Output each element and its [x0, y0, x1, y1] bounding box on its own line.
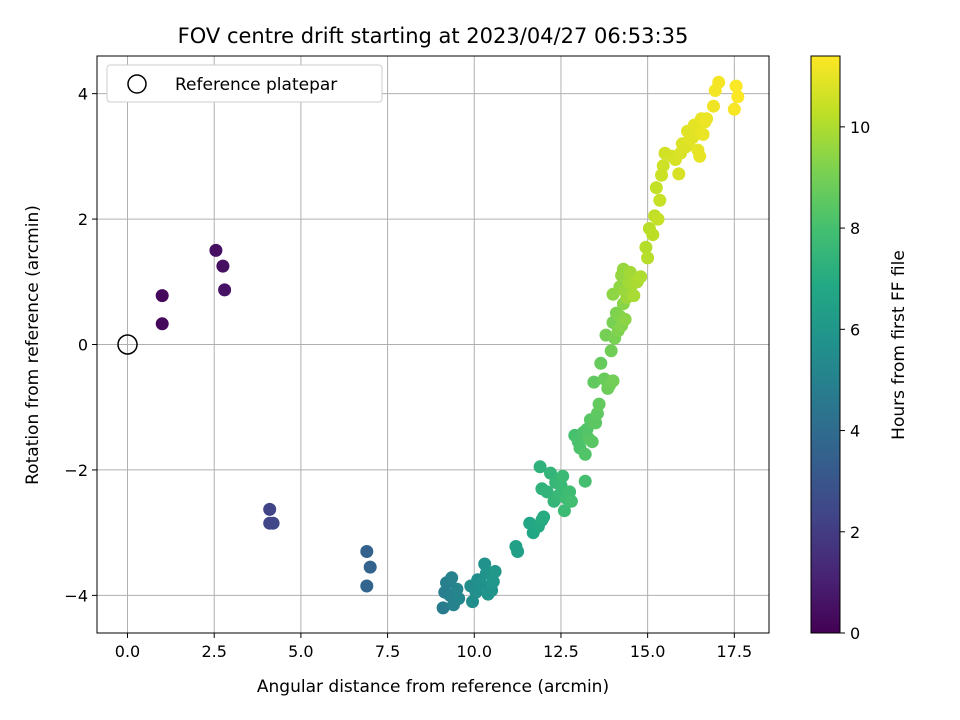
x-tick-label: 17.5 — [717, 642, 753, 661]
data-point — [646, 228, 660, 242]
data-point — [672, 167, 686, 181]
data-point — [656, 159, 670, 173]
data-point — [700, 112, 714, 126]
data-point — [445, 571, 459, 585]
data-point — [585, 435, 599, 449]
data-point — [651, 212, 665, 226]
data-point — [639, 240, 653, 254]
x-tick-label: 15.0 — [630, 642, 666, 661]
colorbar-tick-label: 6 — [850, 320, 860, 339]
y-axis-label: Rotation from reference (arcmin) — [23, 205, 43, 485]
data-point — [727, 102, 741, 116]
data-point — [696, 127, 710, 141]
grid — [97, 56, 769, 633]
data-point — [155, 289, 169, 303]
x-tick-label: 0.0 — [115, 642, 140, 661]
data-point — [218, 283, 232, 297]
colorbar-label: Hours from first FF file — [889, 250, 909, 440]
x-axis-label: Angular distance from reference (arcmin) — [257, 677, 609, 697]
legend: Reference platepar — [106, 64, 383, 103]
data-points — [155, 75, 745, 615]
legend-marker-reference — [127, 74, 147, 94]
data-point — [653, 193, 667, 207]
colorbar-ticks: 0 2 4 6 8 10 — [840, 118, 870, 643]
data-point — [474, 577, 488, 591]
x-axis-ticks: 0.0 2.5 5.0 7.5 10.0 12.5 15.0 17.5 — [115, 633, 752, 661]
data-point — [578, 447, 592, 461]
data-point — [511, 545, 525, 558]
data-point — [564, 494, 578, 508]
data-point — [623, 265, 637, 279]
y-tick-label: −2 — [64, 461, 88, 480]
data-point — [360, 579, 374, 593]
data-point — [729, 79, 743, 93]
data-point — [707, 99, 720, 113]
y-tick-label: 0 — [78, 336, 88, 355]
x-tick-label: 10.0 — [456, 642, 492, 661]
reference-platepar-marker — [117, 334, 138, 355]
data-point — [360, 545, 374, 558]
data-point — [533, 460, 547, 474]
chart-title: FOV centre drift starting at 2023/04/27 … — [178, 24, 689, 48]
data-point — [649, 181, 663, 195]
legend-entry-reference: Reference platepar — [175, 75, 337, 95]
x-tick-label: 12.5 — [543, 642, 579, 661]
data-point — [537, 510, 551, 524]
data-point — [209, 243, 223, 257]
data-point — [731, 90, 745, 104]
x-tick-label: 5.0 — [288, 642, 313, 661]
x-tick-label: 7.5 — [375, 642, 400, 661]
data-point — [618, 312, 632, 326]
colorbar-tick-label: 2 — [850, 523, 860, 542]
reference-marker-layer — [117, 334, 138, 355]
data-point — [266, 516, 280, 530]
data-point — [594, 356, 608, 370]
data-point — [693, 149, 707, 163]
y-tick-label: 4 — [78, 85, 88, 104]
y-tick-label: 2 — [78, 210, 88, 229]
colorbar-tick-label: 4 — [850, 422, 860, 441]
data-point — [540, 485, 554, 499]
colorbar-gradient — [810, 55, 841, 634]
data-point — [592, 397, 606, 411]
data-point — [155, 317, 169, 331]
legend-box — [106, 64, 383, 103]
y-axis-ticks: −4 −2 0 2 4 — [64, 85, 97, 605]
data-point — [712, 75, 726, 89]
colorbar: 0 2 4 6 8 10 Hours from first FF file — [810, 55, 909, 643]
y-tick-label: −4 — [64, 586, 88, 605]
data-point — [578, 474, 592, 488]
data-point — [587, 375, 601, 389]
data-point — [363, 560, 377, 574]
data-point — [627, 289, 641, 303]
data-point — [436, 601, 450, 615]
data-point — [606, 374, 620, 388]
data-point — [556, 469, 570, 483]
data-point — [216, 259, 230, 273]
colorbar-tick-label: 0 — [850, 624, 860, 643]
data-point — [604, 344, 618, 358]
colorbar-tick-label: 10 — [850, 118, 870, 137]
data-point — [641, 251, 655, 265]
x-tick-label: 2.5 — [201, 642, 226, 661]
data-point — [488, 565, 502, 578]
data-point — [486, 575, 500, 589]
data-point — [634, 270, 648, 284]
data-point — [452, 592, 466, 605]
data-point — [263, 502, 277, 516]
data-point — [557, 504, 571, 518]
colorbar-tick-label: 8 — [850, 219, 860, 238]
